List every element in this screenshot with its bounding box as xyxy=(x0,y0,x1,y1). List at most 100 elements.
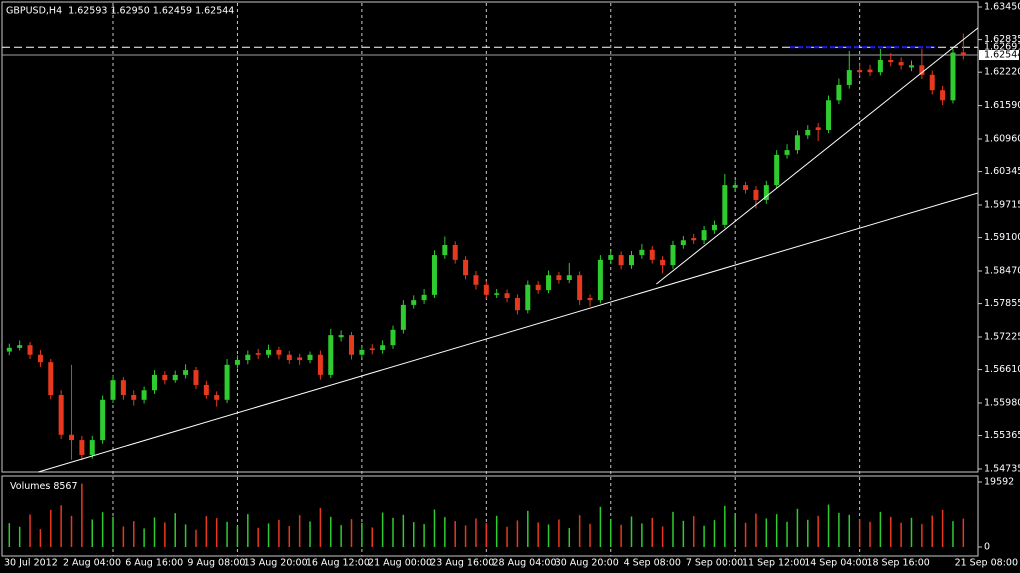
candle-body xyxy=(722,185,728,225)
volume-panel xyxy=(1,475,979,557)
x-tick-label: 16 Aug 12:00 xyxy=(306,558,370,569)
candle-body xyxy=(79,440,85,455)
trendline xyxy=(656,27,979,285)
candle-body xyxy=(203,384,209,396)
volume-name: Volumes xyxy=(10,481,50,492)
volume-tick-label: 0 xyxy=(984,542,990,553)
volume-tick-label: 19592 xyxy=(984,477,1014,488)
candle-body xyxy=(794,135,800,151)
x-tick-label: 30 Aug 20:00 xyxy=(555,558,619,569)
candle-body xyxy=(836,84,842,101)
y-tick-label: 1.55980 xyxy=(984,397,1020,408)
x-tick-label: 13 Aug 20:00 xyxy=(244,558,308,569)
x-tick-label: 7 Sep 00:00 xyxy=(686,558,743,569)
candle-body xyxy=(120,380,126,396)
candle-body xyxy=(587,298,593,301)
candle-body xyxy=(234,360,240,365)
candle-body xyxy=(639,249,645,256)
candle-body xyxy=(452,245,458,260)
candle-body xyxy=(37,354,43,363)
candle-body xyxy=(940,90,946,101)
candle-body xyxy=(48,362,54,396)
candle-body xyxy=(629,255,634,266)
candle-body xyxy=(815,127,821,130)
candle-body xyxy=(255,353,261,355)
candle-body xyxy=(297,357,303,361)
x-tick-label: 21 Aug 00:00 xyxy=(368,558,432,569)
x-tick-label: 28 Aug 04:00 xyxy=(492,558,556,569)
candle-body xyxy=(141,390,147,400)
candle-body xyxy=(826,100,832,130)
candle-body xyxy=(349,335,355,355)
candle-body xyxy=(131,395,137,400)
candle-body xyxy=(162,374,168,381)
candle-body xyxy=(276,349,282,355)
candle-body xyxy=(857,70,863,73)
candle-body xyxy=(89,440,95,455)
candle-body xyxy=(214,395,220,400)
x-tick-label: 30 Jul 2012 xyxy=(4,558,58,569)
candle-body xyxy=(100,399,106,441)
candle-body xyxy=(483,284,489,295)
candle-body xyxy=(608,255,614,260)
candle-body xyxy=(193,370,199,385)
bid-label: 1.62544 xyxy=(984,50,1020,61)
candle-body xyxy=(266,349,272,355)
candle-body xyxy=(535,284,541,291)
candle-body xyxy=(660,259,666,266)
candle-body xyxy=(110,380,116,400)
candle-body xyxy=(618,255,624,266)
candle-body xyxy=(784,150,790,155)
x-tick-label: 2 Aug 04:00 xyxy=(63,558,121,569)
y-tick-label: 1.59715 xyxy=(984,199,1020,210)
candle-body xyxy=(442,245,448,256)
candle-body xyxy=(421,294,427,301)
y-tick-label: 1.60960 xyxy=(984,133,1020,144)
candle-body xyxy=(390,329,396,346)
candle-body xyxy=(338,335,344,338)
volume-label: Volumes 8567 xyxy=(10,481,78,492)
candle-body xyxy=(494,293,500,295)
candle-body xyxy=(317,354,323,375)
x-tick-label: 18 Sep 16:00 xyxy=(866,558,929,569)
candle-body xyxy=(369,348,375,350)
candle-body xyxy=(711,224,717,231)
y-tick-label: 1.61590 xyxy=(984,100,1020,111)
candle-body xyxy=(556,275,562,280)
candle-body xyxy=(680,240,686,246)
candle-body xyxy=(69,434,75,441)
volume-current: 8567 xyxy=(53,481,77,492)
y-tick-label: 1.55365 xyxy=(984,430,1020,441)
trendline xyxy=(38,192,979,473)
candle-body xyxy=(960,52,966,56)
candle-body xyxy=(6,347,12,352)
candle-body xyxy=(224,364,230,400)
price-panel xyxy=(1,1,979,473)
y-tick-label: 1.59100 xyxy=(984,232,1020,243)
candle-body xyxy=(525,284,531,311)
x-tick-label: 4 Sep 08:00 xyxy=(624,558,681,569)
candle-body xyxy=(805,129,811,136)
chart-title: GBPUSD,H4 1.62593 1.62950 1.62459 1.6254… xyxy=(6,6,234,17)
candle-body xyxy=(919,65,925,75)
candle-body xyxy=(566,275,572,280)
candle-body xyxy=(172,374,178,381)
candle-body xyxy=(577,275,583,301)
candle-body xyxy=(183,370,189,375)
x-tick-label: 21 Sep 08:00 xyxy=(955,558,1018,569)
candle-body xyxy=(597,259,603,301)
candle-body xyxy=(743,185,749,190)
candle-body xyxy=(431,255,437,295)
candle-body xyxy=(908,65,914,68)
candle-body xyxy=(867,69,873,73)
candle-body xyxy=(151,374,157,391)
y-tick-label: 1.54735 xyxy=(984,463,1020,474)
candle-body xyxy=(514,298,520,311)
candle-body xyxy=(245,354,251,361)
y-tick-label: 1.60345 xyxy=(984,166,1020,177)
y-tick-label: 1.57855 xyxy=(984,298,1020,309)
x-tick-label: 6 Aug 16:00 xyxy=(125,558,183,569)
y-tick-label: 1.62220 xyxy=(984,67,1020,78)
x-tick-label: 11 Sep 12:00 xyxy=(742,558,805,569)
